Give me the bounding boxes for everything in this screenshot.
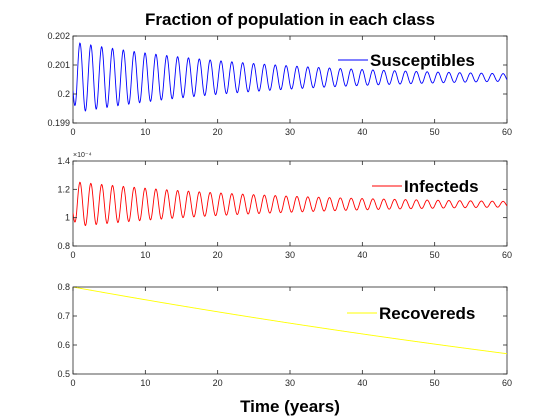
infecteds-axes-box xyxy=(72,160,508,247)
susceptibles-series-line xyxy=(73,42,507,112)
susceptibles-y-tick-label: 0.199 xyxy=(47,118,70,128)
susceptibles-x-tick-label: 10 xyxy=(140,127,150,137)
infecteds-y-exponent-label: ×10⁻⁴ xyxy=(73,152,92,159)
susceptibles-x-tick-label: 20 xyxy=(213,127,223,137)
recovereds-x-tick-label: 40 xyxy=(357,378,367,388)
susceptibles-x-tick-label: 30 xyxy=(285,127,295,137)
recovereds-x-tick-label: 60 xyxy=(502,378,512,388)
infecteds-y-tick-label: 0.8 xyxy=(57,241,70,251)
infecteds-x-tick-label: 50 xyxy=(430,250,440,260)
infecteds-series-line xyxy=(73,181,507,227)
recovereds-x-tick-label: 20 xyxy=(213,378,223,388)
infecteds-y-tick-label: 1.2 xyxy=(57,184,70,194)
infecteds-y-tick-label: 1.4 xyxy=(57,156,70,166)
recovereds-x-tick-label: 0 xyxy=(70,378,75,388)
recovereds-series-line xyxy=(73,287,507,355)
susceptibles-x-tick-label: 40 xyxy=(357,127,367,137)
infecteds-legend-label: Infecteds xyxy=(404,177,479,196)
recovereds-x-tick-label: 50 xyxy=(430,378,440,388)
recovereds-x-tick-label: 10 xyxy=(140,378,150,388)
susceptibles-x-tick-label: 60 xyxy=(502,127,512,137)
susceptibles-y-tick-label: 0.2 xyxy=(57,89,70,99)
recovereds-axes-box xyxy=(72,286,508,375)
infecteds-x-tick-label: 0 xyxy=(70,250,75,260)
susceptibles-x-tick-label: 50 xyxy=(430,127,440,137)
x-axis-label: Time (years) xyxy=(240,397,340,416)
susceptibles-x-tick-label: 0 xyxy=(70,127,75,137)
infecteds-panel: Infecteds 0 10 20 30 40 50 60 0.8 1 1.2 1.4×10⁻⁴ xyxy=(57,152,512,260)
infecteds-x-tick-label: 40 xyxy=(357,250,367,260)
recovereds-y-tick-label: 0.7 xyxy=(57,311,70,321)
infecteds-x-tick-label: 30 xyxy=(285,250,295,260)
susceptibles-panel: Susceptibles 0 10 20 30 40 50 60 0.199 0.2 0.201 0.… xyxy=(47,31,512,137)
infecteds-x-tick-label: 60 xyxy=(502,250,512,260)
figure-title: Fraction of population in each class xyxy=(145,10,435,29)
infecteds-y-tick-label: 1 xyxy=(65,213,70,223)
infecteds-x-tick-label: 10 xyxy=(140,250,150,260)
recovereds-legend-label: Recovereds xyxy=(379,304,475,323)
recovereds-y-tick-label: 0.5 xyxy=(57,369,70,379)
recovereds-panel: Recovereds 0 10 20 30 40 50 60 0.5 0.6 0.7 0.8 xyxy=(57,282,512,388)
susceptibles-y-tick-label: 0.201 xyxy=(47,60,70,70)
susceptibles-legend-label: Susceptibles xyxy=(370,51,475,70)
recovereds-x-tick-label: 30 xyxy=(285,378,295,388)
infecteds-x-tick-label: 20 xyxy=(213,250,223,260)
susceptibles-y-tick-label: 0.202 xyxy=(47,31,70,41)
recovereds-y-tick-label: 0.8 xyxy=(57,282,70,292)
recovereds-y-tick-label: 0.6 xyxy=(57,340,70,350)
